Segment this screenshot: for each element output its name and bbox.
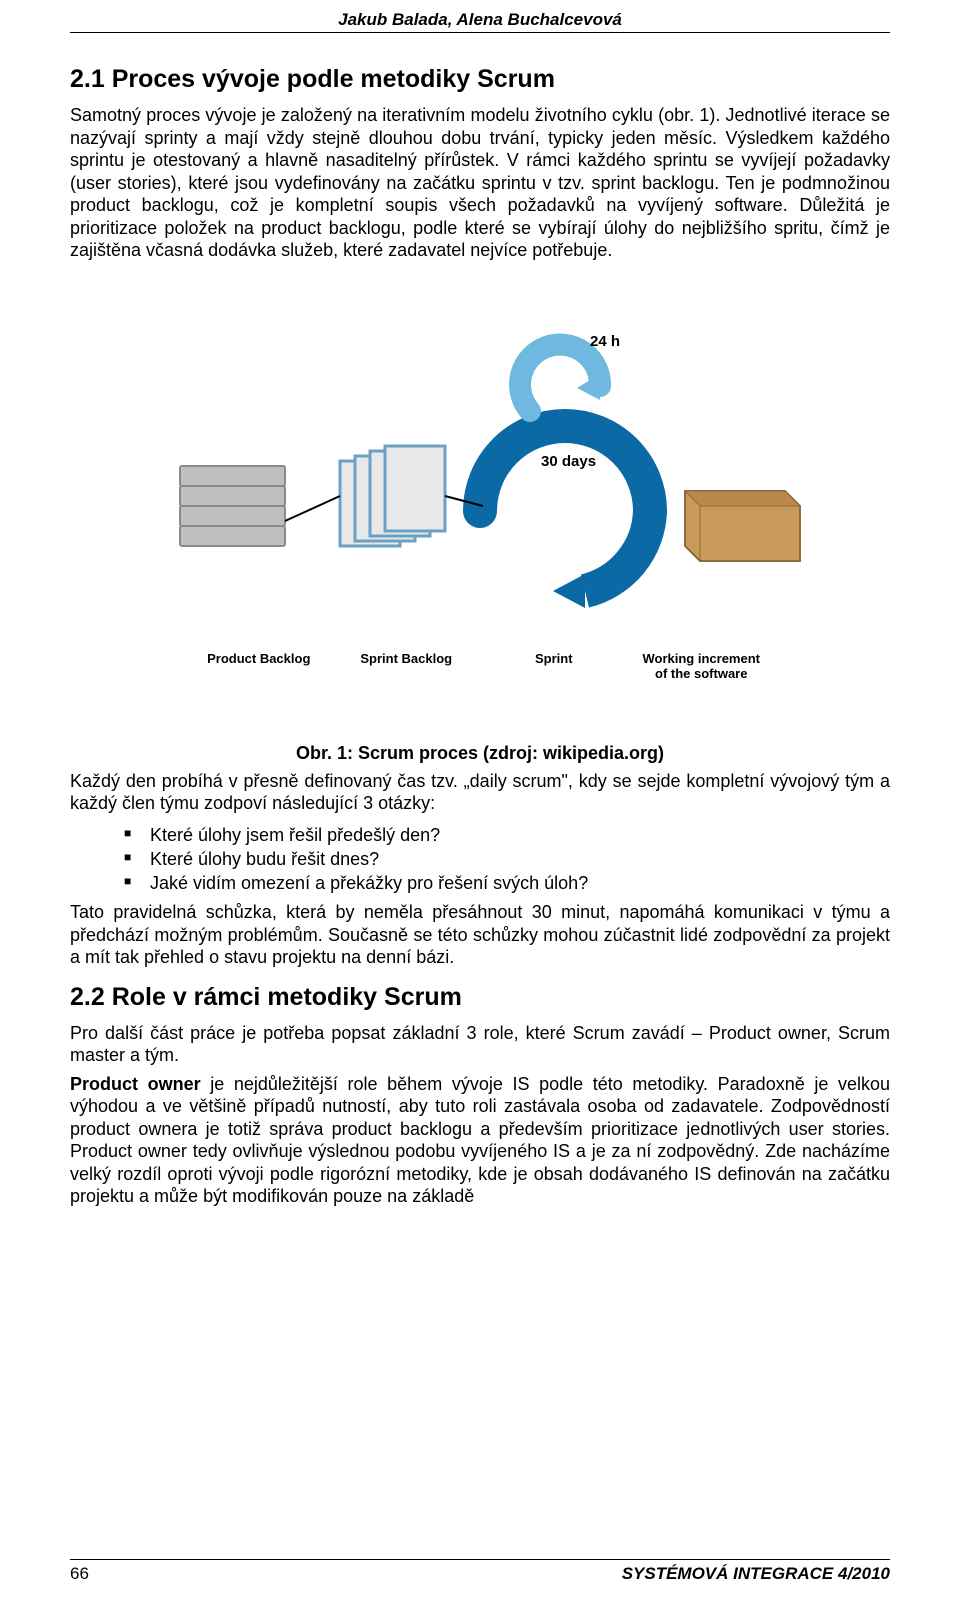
page-footer: 66 SYSTÉMOVÁ INTEGRACE 4/2010 bbox=[70, 1559, 890, 1584]
figure-labels-row: Product Backlog Sprint Backlog Sprint Wo… bbox=[185, 651, 775, 681]
header-authors: Jakub Balada, Alena Buchalcevová bbox=[70, 10, 890, 33]
fig-label-sprint-backlog: Sprint Backlog bbox=[333, 651, 481, 681]
fig-label-increment: Working increment of the software bbox=[628, 651, 776, 681]
product-owner-strong: Product owner bbox=[70, 1074, 201, 1094]
annot-24h: 24 h bbox=[590, 333, 620, 350]
list-item: Které úlohy jsem řešil předešlý den? bbox=[124, 823, 890, 847]
page-number: 66 bbox=[70, 1564, 89, 1584]
page: Jakub Balada, Alena Buchalcevová 2.1 Pro… bbox=[0, 0, 960, 1604]
section-22-heading: 2.2 Role v rámci metodiky Scrum bbox=[70, 983, 890, 1012]
fig-label-increment-l1: Working increment bbox=[642, 651, 760, 666]
section-21-heading: 2.1 Proces vývoje podle metodiky Scrum bbox=[70, 65, 890, 94]
section-21-para-1: Samotný proces vývoje je založený na ite… bbox=[70, 104, 890, 262]
scrum-figure: 24 h 30 days Product Backlog Sprint Back… bbox=[145, 296, 815, 681]
scrum-diagram-svg: 24 h 30 days bbox=[145, 296, 815, 636]
list-item: Jaké vidím omezení a překážky pro řešení… bbox=[124, 871, 890, 895]
fig-label-product-backlog: Product Backlog bbox=[185, 651, 333, 681]
daily-scrum-questions: Které úlohy jsem řešil předešlý den? Kte… bbox=[70, 823, 890, 896]
journal-ref: SYSTÉMOVÁ INTEGRACE 4/2010 bbox=[622, 1564, 890, 1584]
para-meeting-note: Tato pravidelná schůzka, která by neměla… bbox=[70, 901, 890, 969]
sprint-backlog-icon bbox=[340, 446, 445, 546]
sprint-loop-icon: 24 h 30 days bbox=[480, 333, 650, 608]
para-daily-scrum: Každý den probíhá v přesně definovaný ča… bbox=[70, 770, 890, 815]
product-backlog-icon bbox=[180, 466, 285, 546]
annot-30days: 30 days bbox=[541, 453, 596, 470]
section-22-para-1: Pro další část práce je potřeba popsat z… bbox=[70, 1022, 890, 1067]
increment-box-icon bbox=[685, 491, 800, 561]
list-item: Které úlohy budu řešit dnes? bbox=[124, 847, 890, 871]
section-22-para-2: Product owner je nejdůležitější role běh… bbox=[70, 1073, 890, 1208]
fig-label-increment-l2: of the software bbox=[655, 666, 747, 681]
figure-caption: Obr. 1: Scrum proces (zdroj: wikipedia.o… bbox=[70, 743, 890, 764]
fig-label-sprint: Sprint bbox=[480, 651, 628, 681]
